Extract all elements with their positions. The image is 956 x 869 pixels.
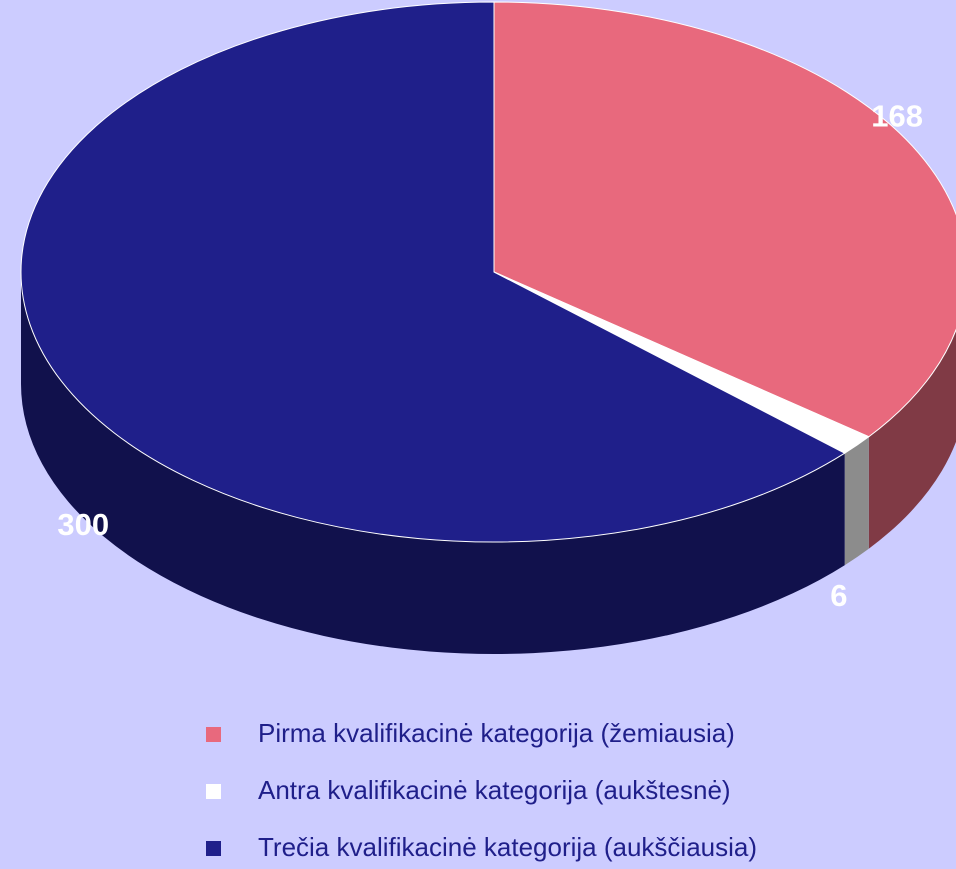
legend-label: Antra kvalifikacinė kategorija (aukštesn… <box>258 775 731 805</box>
legend-swatch <box>206 727 221 742</box>
legend-swatch <box>206 841 221 856</box>
legend-swatch <box>206 784 221 799</box>
legend-label: Pirma kvalifikacinė kategorija (žemiausi… <box>258 718 735 748</box>
data-label: 6 <box>830 578 847 613</box>
data-label: 300 <box>57 507 109 542</box>
pie-slice <box>493 1 956 438</box>
pie-side <box>844 436 869 566</box>
data-label: 168 <box>871 99 923 134</box>
pie-side <box>868 329 956 549</box>
pie-side <box>21 272 845 654</box>
legend-label: Trečia kvalifikacinė kategorija (aukščia… <box>258 832 757 862</box>
pie-slice <box>20 1 846 543</box>
